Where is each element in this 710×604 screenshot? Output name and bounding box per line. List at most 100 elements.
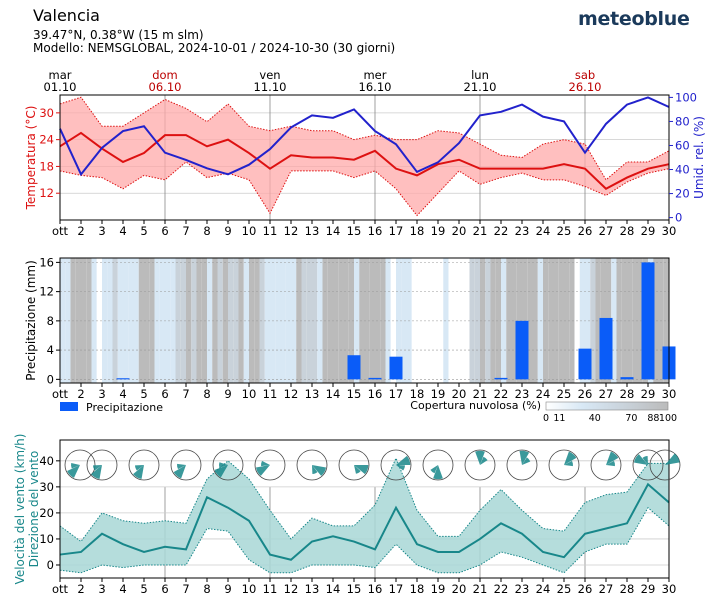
cloud-cover-strip	[170, 258, 176, 383]
temperature-day-label: 3	[98, 224, 105, 238]
temperature-day-label: 9	[224, 224, 231, 238]
cloud-cover-strip	[322, 258, 328, 383]
cloud-cover-strip	[70, 258, 76, 383]
cloud-cover-strip	[154, 258, 160, 383]
cloud-cover-strip	[422, 258, 428, 383]
wind-day-label: 4	[119, 582, 126, 596]
precipitation-day-label: 17	[389, 387, 404, 401]
cloud-cover-strip	[464, 258, 470, 383]
wind-rose-ring	[296, 449, 328, 481]
wind-rose	[86, 449, 118, 481]
wind-rose-wedge	[177, 463, 186, 470]
weekday-label: mer	[363, 68, 386, 82]
cloud-cover-strip	[585, 258, 591, 383]
wind-day-label: 20	[452, 582, 467, 596]
wind-speed-line	[59, 482, 670, 561]
cloud-cover-strip	[411, 258, 417, 383]
cloud-cover-strip	[102, 258, 108, 383]
cloud-cover-strip	[527, 258, 533, 383]
date-label: 26.10	[569, 80, 602, 94]
wind-rose-wedge	[396, 465, 405, 471]
wind-rose	[254, 449, 286, 481]
temp-ytick-label: 30	[39, 106, 54, 120]
cloud-legend-bar	[545, 401, 669, 411]
cloud-cover-strip	[107, 258, 113, 383]
temperature-day-label: 16	[368, 224, 383, 238]
precipitation-day-label: 5	[140, 387, 147, 401]
cloud-cover-strip	[532, 258, 538, 383]
cloud-scale-label: 0	[543, 413, 549, 424]
temperature-day-label: 18	[410, 224, 425, 238]
cloud-cover-strip	[564, 258, 570, 383]
wind-rose	[506, 449, 538, 481]
cloud-cover-strip	[175, 258, 181, 383]
date-label: 01.10	[44, 80, 77, 94]
cloud-cover-strip	[480, 258, 486, 383]
cloud-cover-strip	[469, 258, 475, 383]
temp-ytick-label: 18	[39, 159, 54, 173]
wind-direction-axis-label: Direzione del vento	[27, 451, 41, 568]
wind-day-label: 19	[431, 582, 446, 596]
wind-ytick-label: 20	[39, 506, 54, 520]
cloud-cover-strip	[385, 258, 391, 383]
cloud-cover-strip	[653, 258, 659, 383]
cloud-cover-strip	[306, 258, 312, 383]
precipitation-day-label: 25	[557, 387, 572, 401]
wind-rose-ring	[86, 449, 118, 481]
precip-ytick-label: 12	[39, 285, 54, 299]
cloud-cover-strip	[632, 258, 638, 383]
temperature-day-label: 21	[473, 224, 488, 238]
date-label: 16.10	[359, 80, 392, 94]
meteoblue-logo[interactable]: meteoblue	[578, 8, 690, 30]
cloud-cover-strip	[390, 258, 396, 383]
cloud-cover-strip	[616, 258, 622, 383]
temp-ytick-label: 12	[39, 186, 54, 200]
cloud-cover-strip	[165, 258, 171, 383]
wind-rose-ring	[380, 449, 412, 481]
wind-rose-ring	[632, 449, 664, 481]
temperature-day-label: 29	[641, 224, 656, 238]
wind-day-label: 5	[140, 582, 147, 596]
wind-day-label: 11	[263, 582, 278, 596]
cloud-cover-strip	[159, 258, 165, 383]
cloud-cover-strip	[375, 258, 381, 383]
cloud-cover-strip	[128, 258, 134, 383]
precipitation-bar	[515, 320, 529, 380]
precipitation-day-label: 10	[242, 387, 257, 401]
wind-rose	[422, 449, 454, 481]
precipitation-day-label: 15	[347, 387, 362, 401]
wind-rose	[632, 449, 664, 481]
wind-rose-wedge	[430, 465, 438, 474]
precipitation-day-label: 6	[161, 387, 168, 401]
wind-rose-ring	[422, 449, 454, 481]
wind-day-label: 22	[494, 582, 509, 596]
temperature-axis-label: Temperatura (°C)	[24, 106, 38, 211]
wind-rose	[338, 449, 370, 481]
cloud-cover-strip	[333, 258, 339, 383]
cloud-cover-strip	[637, 258, 643, 383]
precipitation-day-label: 4	[119, 387, 126, 401]
cloud-cover-strip	[75, 258, 81, 383]
precipitation-day-label: 16	[368, 387, 383, 401]
cloud-cover-strip	[348, 258, 354, 383]
cloud-cover-strip	[228, 258, 234, 383]
wind-day-label: 21	[473, 582, 488, 596]
wind-rose-wedge	[91, 465, 102, 480]
cloud-cover-strip	[291, 258, 297, 383]
wind-rose-ring	[649, 449, 681, 481]
cloud-cover-strip	[96, 258, 102, 383]
wind-day-label: 9	[224, 582, 231, 596]
wind-rose-ring	[464, 449, 496, 481]
cloud-cover-strip	[453, 258, 459, 383]
wind-rose-wedge	[133, 465, 144, 480]
temperature-day-label: 26	[578, 224, 593, 238]
cloud-cover-strip	[432, 258, 438, 383]
precipitation-day-label: 30	[662, 387, 677, 401]
wind-day-label: 15	[347, 582, 362, 596]
wind-rose-ring	[64, 449, 96, 481]
cloud-cover-strip	[490, 258, 496, 383]
precipitation-day-label: 9	[224, 387, 231, 401]
wind-ytick-label: 0	[47, 558, 54, 572]
temperature-day-label: 27	[599, 224, 614, 238]
